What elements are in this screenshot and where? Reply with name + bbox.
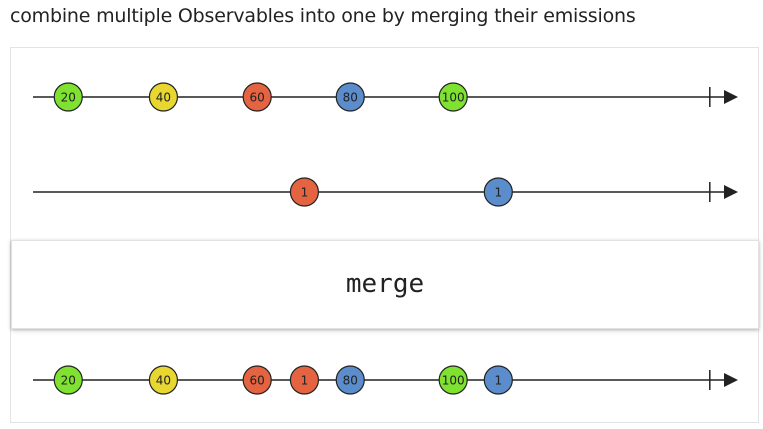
marble-circle xyxy=(53,82,83,112)
marble-diagram-card xyxy=(10,47,759,423)
marble-label: 60 xyxy=(250,374,265,388)
marble-label: 20 xyxy=(61,91,76,105)
diagram-title: combine multiple Observables into one by… xyxy=(10,5,636,27)
marble: 60 xyxy=(242,82,272,112)
marble: 40 xyxy=(148,365,179,395)
marble: 80 xyxy=(335,82,365,112)
marble: 80 xyxy=(335,365,365,395)
marble: 40 xyxy=(148,82,179,112)
marble-label: 40 xyxy=(156,91,171,105)
marble-circle xyxy=(438,82,468,112)
marble-circle xyxy=(53,365,83,395)
timeline-arrowhead xyxy=(724,185,738,199)
marble-label: 80 xyxy=(343,374,358,388)
marble: 100 xyxy=(438,82,468,112)
timeline-arrowhead xyxy=(724,373,738,387)
timeline-input-1: 20 40 60 80 100 xyxy=(33,82,738,112)
marble-label: 100 xyxy=(442,91,465,105)
marble-circle xyxy=(242,365,272,395)
marble: 20 xyxy=(53,365,83,395)
marble: 1 xyxy=(289,177,320,207)
operator-box: merge xyxy=(11,240,759,329)
timeline-arrowhead xyxy=(724,90,738,104)
marble-circle xyxy=(242,82,272,112)
marble-circle xyxy=(483,177,513,207)
marble-circle xyxy=(289,365,320,395)
marble-label: 100 xyxy=(442,374,465,388)
marble: 100 xyxy=(438,365,468,395)
timeline-output: 20 40 60 1 80 100 1 xyxy=(33,365,738,395)
marble-label: 80 xyxy=(343,91,358,105)
marble-label: 1 xyxy=(494,374,502,388)
marble-circle xyxy=(335,365,365,395)
marble: 20 xyxy=(53,82,83,112)
marble-circle xyxy=(148,82,179,112)
marble: 1 xyxy=(483,365,513,395)
marble-circle xyxy=(289,177,320,207)
marble-circle xyxy=(438,365,468,395)
marble-circle xyxy=(483,365,513,395)
marble-label: 1 xyxy=(494,186,502,200)
operator-label: merge xyxy=(345,268,425,299)
marble-circle xyxy=(335,82,365,112)
marble-label: 1 xyxy=(301,186,309,200)
marble-label: 1 xyxy=(301,374,309,388)
marble-label: 60 xyxy=(250,91,265,105)
marble: 1 xyxy=(483,177,513,207)
marble: 60 xyxy=(242,365,272,395)
marble-circle xyxy=(148,365,179,395)
marble-label: 40 xyxy=(156,374,171,388)
marble-label: 20 xyxy=(61,374,76,388)
marble: 1 xyxy=(289,365,320,395)
